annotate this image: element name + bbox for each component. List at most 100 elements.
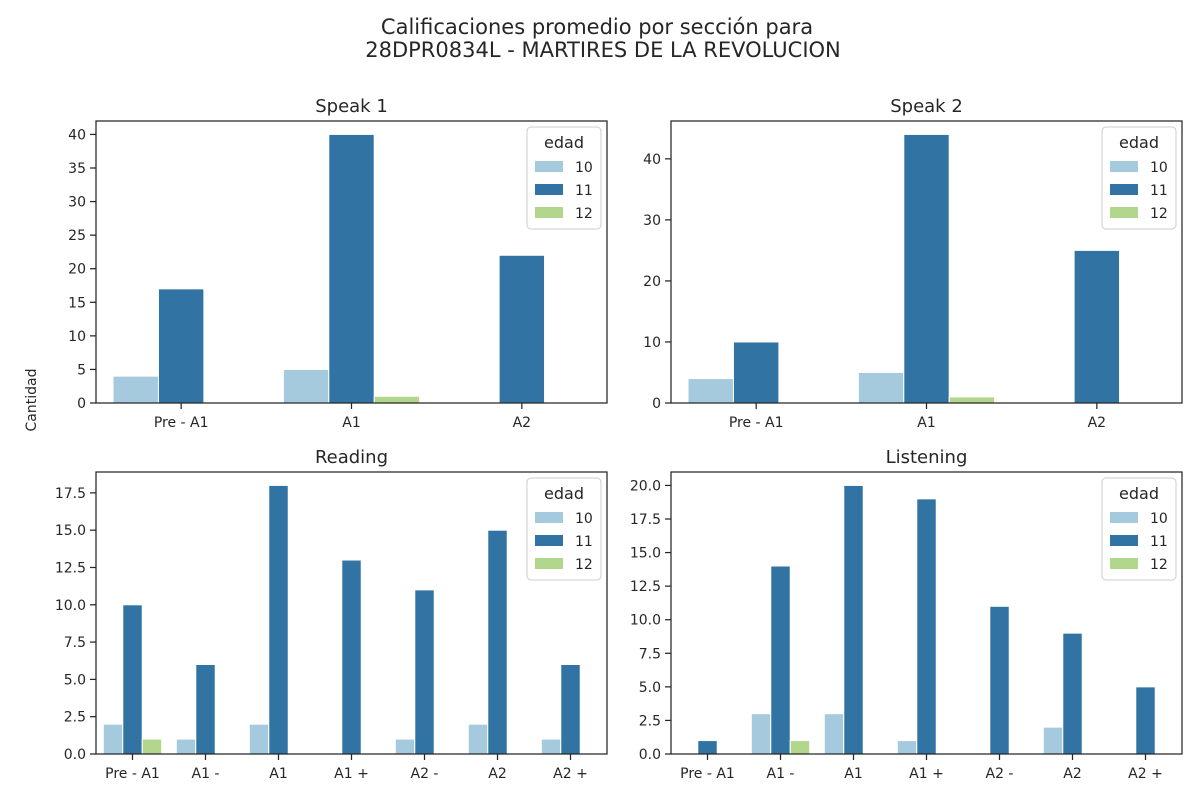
legend-swatch — [1110, 558, 1138, 569]
panel-title: Speak 2 — [890, 96, 963, 117]
panel-title: Listening — [886, 447, 968, 468]
figure-ylabel: Cantidad — [24, 369, 40, 432]
legend-swatch — [535, 558, 563, 569]
bar — [857, 371, 905, 404]
chart-panel-0: Speak 1 0 5 10 15 20 25 30 35 40 Pre - A1 A1 A2 edad 1… — [68, 96, 608, 431]
legend-entry: 10 — [575, 511, 593, 527]
bar — [141, 738, 163, 755]
legend: edad 10 11 12 — [526, 477, 602, 581]
figure-title-line2: 28DPR0834L - MARTIRES DE LA REVOLUCION — [365, 38, 841, 62]
bar — [750, 713, 772, 755]
x-tick-label: A2 - — [986, 766, 1014, 782]
legend-swatch — [535, 512, 563, 523]
bar — [328, 133, 375, 404]
legend-box — [1101, 126, 1177, 230]
legend-entry: 12 — [1150, 206, 1168, 222]
legend-entry: 12 — [575, 206, 593, 222]
y-tick-label: 7.5 — [639, 646, 661, 662]
legend-entry: 11 — [575, 534, 593, 550]
legend-entry: 10 — [1150, 160, 1168, 176]
bar — [414, 589, 435, 755]
bar — [487, 529, 508, 755]
legend-swatch — [535, 207, 563, 218]
bar — [789, 740, 811, 755]
bar — [732, 341, 780, 404]
bar — [394, 738, 416, 755]
legend-title: edad — [544, 133, 584, 152]
y-tick-label: 12.5 — [630, 579, 661, 595]
y-tick-label: 20 — [68, 262, 86, 278]
bar — [195, 663, 216, 755]
chart-panel-1: Speak 2 0 10 20 30 40 Pre - A1 A1 A2 edad 10 11 12 — [643, 96, 1183, 431]
y-tick-label: 17.5 — [55, 486, 86, 502]
y-tick-label: 10 — [68, 329, 86, 345]
bar — [823, 713, 845, 755]
legend-box — [526, 126, 602, 230]
bar — [122, 604, 143, 755]
x-tick-label: A1 + — [334, 766, 369, 782]
x-tick-label: A1 — [844, 766, 862, 782]
bar — [843, 484, 864, 755]
y-tick-label: 10.0 — [630, 613, 661, 629]
x-tick-label: A2 — [1063, 766, 1081, 782]
bar — [1042, 726, 1064, 755]
y-tick-label: 0 — [77, 396, 86, 412]
bar — [467, 723, 489, 755]
y-tick-label: 2.5 — [64, 710, 86, 726]
x-tick-label: Pre - A1 — [729, 415, 784, 431]
panel-title: Speak 1 — [315, 96, 388, 117]
legend: edad 10 11 12 — [526, 126, 602, 230]
bar — [687, 378, 734, 404]
x-tick-label: A2 + — [1128, 766, 1163, 782]
y-tick-label: 0 — [652, 396, 661, 412]
x-tick-label: A1 — [917, 415, 935, 431]
x-tick-label: A1 - — [192, 766, 220, 782]
legend-title: edad — [1119, 484, 1159, 503]
bar — [948, 396, 996, 404]
bar — [157, 288, 205, 404]
y-tick-label: 0.0 — [639, 747, 661, 763]
panel-title: Reading — [315, 447, 388, 468]
bar — [268, 484, 289, 755]
x-tick-label: A2 — [488, 766, 506, 782]
x-tick-label: A1 - — [767, 766, 795, 782]
bar — [498, 254, 546, 404]
legend-entry: 10 — [575, 160, 593, 176]
bar — [102, 723, 124, 755]
legend-title: edad — [1119, 133, 1159, 152]
bar — [341, 559, 362, 755]
legend-title: edad — [544, 484, 584, 503]
y-tick-label: 40 — [68, 127, 86, 143]
x-tick-label: Pre - A1 — [680, 766, 735, 782]
bar — [916, 498, 937, 755]
y-tick-label: 10.0 — [55, 598, 86, 614]
bar — [1135, 686, 1156, 755]
bar — [540, 738, 562, 755]
x-tick-label: Pre - A1 — [154, 415, 209, 431]
legend-swatch — [1110, 184, 1138, 195]
y-tick-label: 5 — [77, 362, 86, 378]
y-tick-label: 15.0 — [55, 523, 86, 539]
legend-swatch — [535, 161, 563, 172]
legend-entry: 10 — [1150, 511, 1168, 527]
bar — [770, 565, 791, 755]
legend-entry: 11 — [1150, 183, 1168, 199]
legend-box — [1101, 477, 1177, 581]
bar — [560, 663, 581, 755]
legend-swatch — [1110, 535, 1138, 546]
bar — [248, 723, 270, 755]
chart-panel-3: Listening 0.0 2.5 5.0 7.5 10.0 12.5 15.0 17.5 20.… — [630, 447, 1183, 782]
y-tick-label: 12.5 — [55, 560, 86, 576]
y-tick-label: 25 — [68, 228, 86, 244]
chart-panel-2: Reading 0.0 2.5 5.0 7.5 10.0 12.5 15.0 17.5 Pre -… — [55, 447, 608, 782]
y-tick-label: 10 — [643, 335, 661, 351]
bar — [1073, 249, 1121, 404]
y-tick-label: 7.5 — [64, 635, 86, 651]
legend-entry: 11 — [575, 183, 593, 199]
y-tick-label: 20 — [643, 274, 661, 290]
y-tick-label: 0.0 — [64, 747, 86, 763]
y-tick-label: 30 — [68, 195, 86, 211]
chart-panels: Speak 1 0 5 10 15 20 25 30 35 40 Pre - A1 A1 A2 edad 1… — [55, 96, 1183, 782]
legend-entry: 12 — [575, 557, 593, 573]
